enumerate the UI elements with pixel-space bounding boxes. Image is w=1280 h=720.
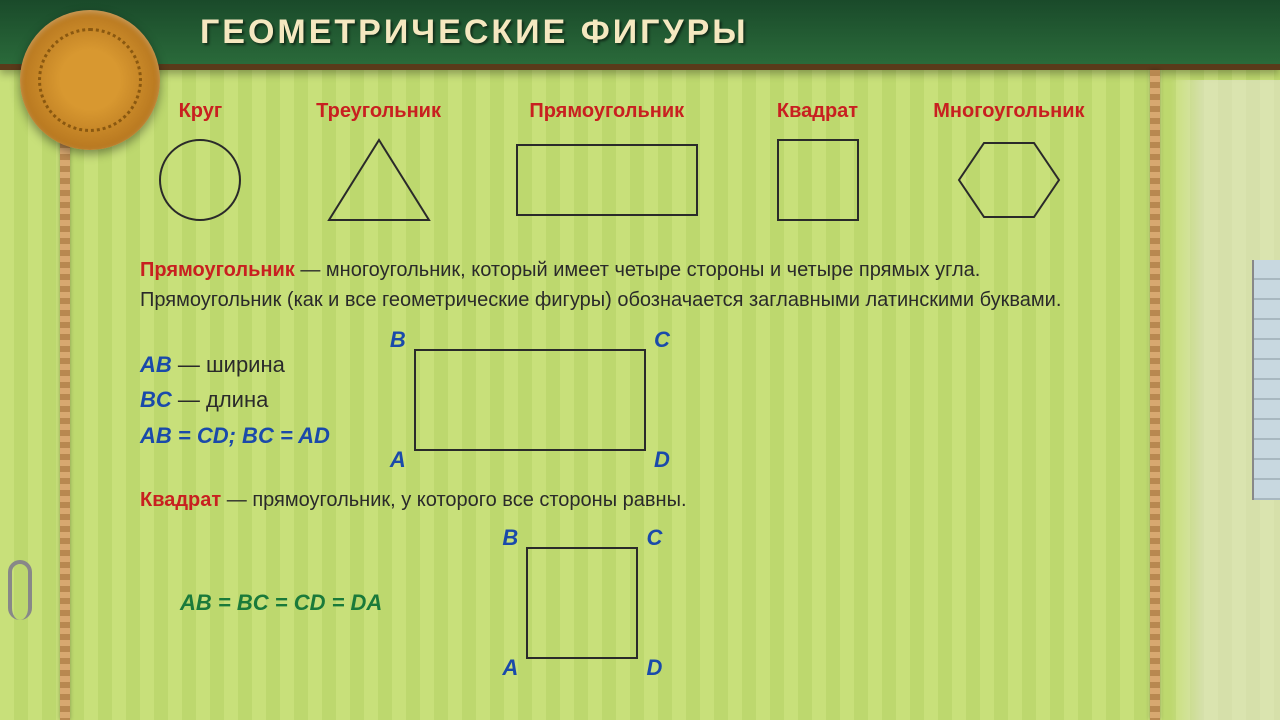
rope-right-decor	[1150, 70, 1160, 720]
vertex-b: B	[502, 525, 518, 551]
shape-triangle: Треугольник	[316, 100, 441, 225]
rectangle-formulas: AB — ширина BC — длина AB = CD; BC = AD	[140, 347, 330, 453]
triangle-icon	[324, 135, 434, 225]
square-diagram-svg	[502, 533, 662, 673]
square-diagram: B C A D	[502, 533, 662, 673]
circle-icon	[155, 135, 245, 225]
hexagon-icon	[954, 135, 1064, 225]
square-block: AB = BC = CD = DA B C A D	[140, 533, 1100, 673]
rectangle-definition: Прямоугольник — многоугольник, который и…	[140, 255, 1100, 315]
shape-rectangle: Прямоугольник	[512, 100, 702, 225]
square-icon	[773, 135, 863, 225]
square-definition: Квадрат — прямоугольник, у которого все …	[140, 485, 1100, 515]
header-bar: ГЕОМЕТРИЧЕСКИЕ ФИГУРЫ	[0, 0, 1280, 70]
medal-badge	[20, 10, 160, 150]
vertex-a: A	[502, 655, 518, 681]
rect-equality: AB = CD; BC = AD	[140, 418, 330, 453]
vertex-b: B	[390, 327, 406, 353]
square-formula: AB = BC = CD = DA	[180, 590, 382, 616]
label-width: — ширина	[172, 352, 285, 377]
term-rectangle: Прямоугольник	[140, 259, 295, 281]
vertex-c: C	[646, 525, 662, 551]
var-ab: AB	[140, 352, 172, 377]
vertex-c: C	[654, 327, 670, 353]
rectangle-formulas-row: AB — ширина BC — длина AB = CD; BC = AD …	[140, 335, 1100, 465]
shape-label: Треугольник	[316, 100, 441, 123]
vertex-d: D	[654, 447, 670, 473]
rope-left-decor	[60, 70, 70, 720]
vertex-d: D	[646, 655, 662, 681]
shape-square: Квадрат	[773, 100, 863, 225]
shape-polygon: Многоугольник	[933, 100, 1084, 225]
rect-diagram-svg	[390, 335, 670, 465]
shapes-row: Круг Треугольник Прямоугольник Квадрат М…	[100, 100, 1140, 225]
main-content: Круг Треугольник Прямоугольник Квадрат М…	[100, 100, 1140, 683]
var-bc: BC	[140, 387, 172, 412]
page-title: ГЕОМЕТРИЧЕСКИЕ ФИГУРЫ	[200, 13, 749, 52]
rectangle-diagram: B C A D	[390, 335, 670, 465]
term-square: Квадрат	[140, 489, 221, 511]
shape-label: Прямоугольник	[529, 100, 684, 123]
shape-circle: Круг	[155, 100, 245, 225]
shape-label: Круг	[179, 100, 223, 123]
shape-label: Многоугольник	[933, 100, 1084, 123]
vertex-a: A	[390, 447, 406, 473]
shape-label: Квадрат	[777, 100, 858, 123]
ruler-decor	[1252, 260, 1280, 500]
label-length: — длина	[172, 387, 269, 412]
paperclip-decor	[8, 560, 32, 620]
def-text: — прямоугольник, у которого все стороны …	[221, 489, 686, 511]
rectangle-icon	[512, 135, 702, 225]
